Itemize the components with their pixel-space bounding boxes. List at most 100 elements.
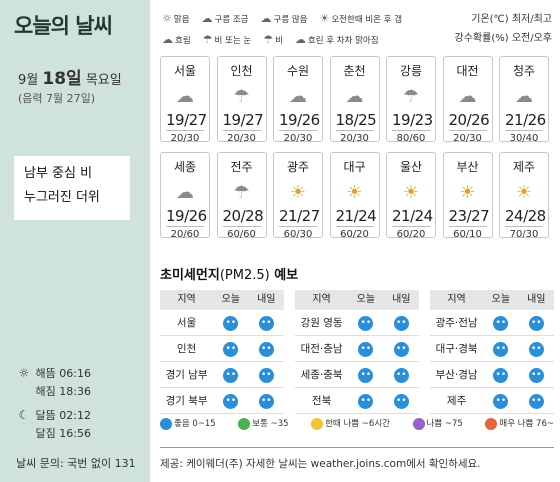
date-weekday: 목요일 bbox=[85, 73, 122, 88]
sunset-time: 18:36 bbox=[59, 385, 91, 398]
legend-item: ☂ 비 또는 눈 bbox=[203, 30, 258, 51]
legend-label: 구름 조금 bbox=[214, 15, 249, 25]
dust-legend: 좋음 0~15 보통 ~35 한때 나쁨 ~6시간 나쁨 ~75 매우 나쁨 76~ bbox=[160, 417, 554, 430]
dust-column: 지역 오늘 내일 서울 •• •• 인천 •• •• 경기 남부 •• •• 경기 북부 •• •• bbox=[160, 290, 284, 414]
cloud-icon: ☁ bbox=[289, 86, 307, 107]
overcast-icon: ☁ bbox=[162, 33, 173, 46]
dust-level-icon bbox=[485, 417, 498, 430]
city-card: 제주 ☀ 24/28 70/30 bbox=[499, 152, 549, 240]
city-card: 서울 ☁ 19/27 20/30 bbox=[160, 56, 210, 144]
city-rain: 80/60 bbox=[396, 133, 426, 144]
rain-or-snow-icon: ☂ bbox=[202, 33, 213, 46]
legend-item: ☁ 흐림 bbox=[162, 30, 197, 51]
sun-icon: ☼ bbox=[18, 366, 30, 380]
city-rain: 20/30 bbox=[170, 133, 200, 144]
dust-legend-item: 좋음 0~15 bbox=[160, 417, 216, 430]
city-temp: 24/28 bbox=[505, 207, 546, 227]
dust-legend-item: 한때 나쁨 ~6시간 bbox=[311, 417, 390, 430]
cloudy-icon: ☁ bbox=[260, 12, 272, 25]
city-card: 광주 ☀ 21/27 60/30 bbox=[273, 152, 323, 240]
divider bbox=[160, 447, 554, 448]
page-title: 오늘의 날씨 bbox=[14, 14, 113, 38]
city-rain: 20/30 bbox=[283, 133, 313, 144]
good-face-icon: •• bbox=[393, 341, 409, 357]
dust-region: 경기 북부 bbox=[165, 395, 208, 407]
good-face-icon: •• bbox=[358, 315, 374, 331]
date-month: 9월 bbox=[18, 73, 39, 88]
dust-row: 전북 •• •• bbox=[295, 388, 419, 414]
dust-header-cell: 오늘 bbox=[221, 294, 241, 305]
contact-info: 날씨 문의: 국번 없이 131 bbox=[16, 457, 136, 470]
dust-region: 경기 남부 bbox=[165, 369, 208, 381]
city-name: 제주 bbox=[512, 160, 536, 174]
good-face-icon: •• bbox=[528, 341, 544, 357]
dust-header-cell: 오늘 bbox=[491, 294, 511, 305]
dust-legend-item: 나쁨 ~75 bbox=[412, 417, 463, 430]
city-temp: 21/27 bbox=[279, 207, 320, 227]
city-temp: 19/23 bbox=[392, 111, 433, 131]
dust-row: 광주·전남 •• •• bbox=[430, 310, 554, 336]
dust-row: 강원 영동 •• •• bbox=[295, 310, 419, 336]
legend-item: ☼ 맑음 bbox=[162, 9, 196, 30]
dust-region: 인천 bbox=[176, 343, 197, 355]
moonrise-time: 02:12 bbox=[59, 409, 91, 422]
dust-row: 서울 •• •• bbox=[160, 310, 284, 336]
dust-title-sub: (PM2.5) bbox=[219, 268, 270, 283]
dust-header-cell: 지역 bbox=[447, 294, 466, 305]
city-card: 대전 ☁ 20/26 20/30 bbox=[442, 56, 493, 144]
dust-header: 지역 오늘 내일 bbox=[160, 290, 284, 310]
city-name: 전주 bbox=[230, 160, 253, 174]
cloud-icon: ☁ bbox=[176, 86, 194, 107]
dust-row: 경기 북부 •• •• bbox=[160, 388, 284, 414]
good-face-icon: •• bbox=[493, 367, 509, 383]
dust-column: 지역 오늘 내일 광주·전남 •• •• 대구·경북 •• •• 부산·경남 •• •• 제주 •• •• bbox=[430, 290, 554, 414]
city-temp: 19/26 bbox=[166, 207, 207, 227]
city-rain: 20/30 bbox=[340, 133, 369, 144]
legend-label: 구름 많음 bbox=[273, 15, 308, 25]
good-face-icon: •• bbox=[493, 341, 509, 357]
headline-line2: 누그러진 더위 bbox=[24, 190, 100, 205]
dust-region: 서울 bbox=[176, 317, 197, 329]
city-name: 서울 bbox=[173, 64, 197, 78]
date: 9월 18일 목요일 bbox=[18, 64, 122, 89]
dust-header-cell: 내일 bbox=[527, 294, 546, 305]
city-rain: 60/30 bbox=[283, 229, 313, 240]
dust-legend-item: 매우 나쁨 76~ bbox=[485, 417, 554, 430]
city-name: 세종 bbox=[173, 160, 197, 174]
dust-legend-item: 보통 ~35 bbox=[238, 417, 289, 430]
good-face-icon: •• bbox=[223, 341, 239, 357]
city-temp: 20/28 bbox=[222, 207, 264, 227]
good-face-icon: •• bbox=[223, 393, 239, 409]
good-face-icon: •• bbox=[493, 315, 509, 331]
city-temp: 21/24 bbox=[335, 207, 377, 227]
city-rain: 20/30 bbox=[453, 133, 482, 144]
dust-row: 세종·충북 •• •• bbox=[295, 362, 419, 388]
city-rain: 60/60 bbox=[227, 229, 256, 240]
rain-icon: ☂ bbox=[263, 33, 274, 46]
good-face-icon: •• bbox=[358, 341, 374, 357]
left-panel: 오늘의 날씨 9월 18일 목요일 (음력 7월 27일) 남부 중심 비 누그… bbox=[0, 0, 150, 482]
good-face-icon: •• bbox=[393, 393, 409, 409]
good-face-icon: •• bbox=[528, 393, 544, 409]
city-name: 대전 bbox=[456, 64, 479, 78]
good-face-icon: •• bbox=[493, 393, 509, 409]
dust-row: 제주 •• •• bbox=[430, 388, 554, 414]
headline-line1: 남부 중심 비 bbox=[24, 166, 93, 181]
city-card: 춘천 ☁ 18/25 20/30 bbox=[329, 56, 380, 144]
city-card: 청주 ☁ 21/26 30/40 bbox=[499, 56, 549, 144]
city-temp: 23/27 bbox=[448, 207, 490, 227]
sun-cloud-icon: ☀ bbox=[402, 182, 420, 203]
moonrise-label: 달뜸 bbox=[35, 409, 56, 422]
city-card: 전주 ☂ 20/28 60/60 bbox=[216, 152, 267, 240]
dust-level-icon bbox=[412, 417, 425, 430]
lunar-date: (음력 7월 27일) bbox=[18, 92, 96, 105]
dust-row: 부산·경남 •• •• bbox=[430, 362, 554, 388]
city-card: 대구 ☀ 21/24 60/20 bbox=[329, 152, 380, 240]
dust-row: 대전·충남 •• •• bbox=[295, 336, 419, 362]
city-rain: 60/20 bbox=[340, 229, 369, 240]
dust-legend-label: 좋음 0~15 bbox=[174, 419, 216, 429]
legend-item: ☂ 비 bbox=[263, 30, 289, 51]
city-rain: 30/40 bbox=[509, 133, 539, 144]
good-face-icon: •• bbox=[223, 367, 239, 383]
city-name: 강릉 bbox=[399, 64, 423, 78]
